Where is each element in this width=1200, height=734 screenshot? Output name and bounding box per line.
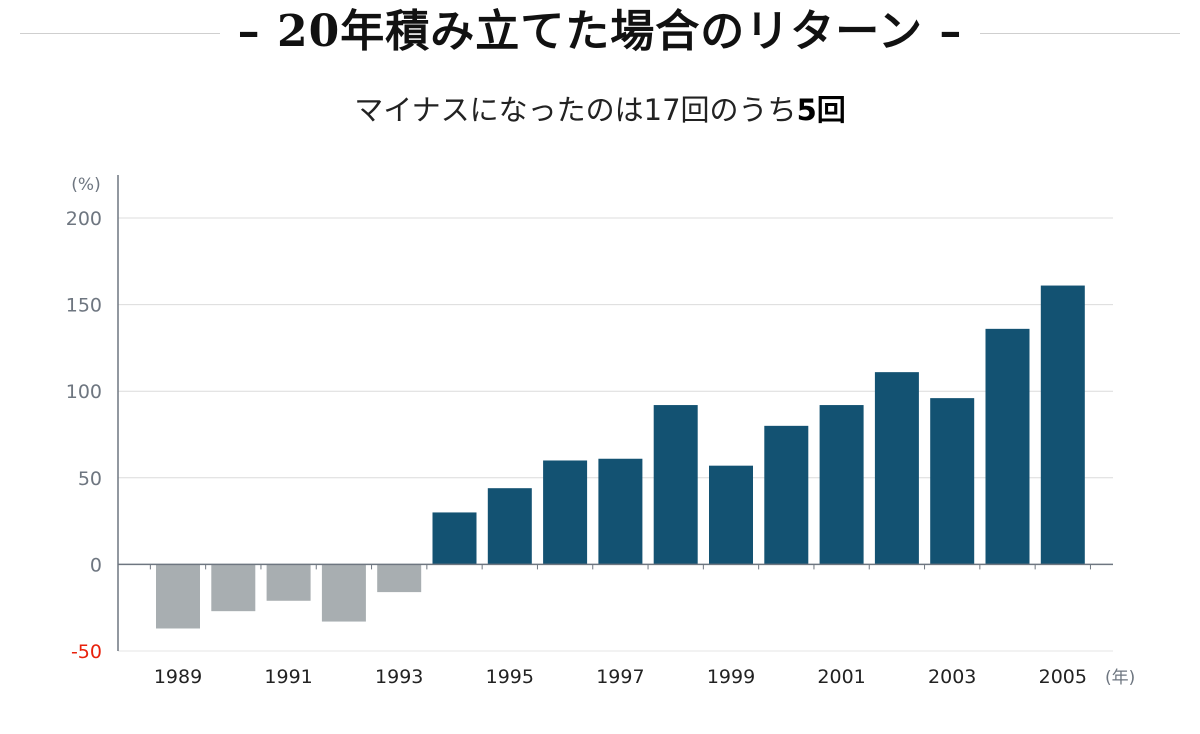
y-tick-label: -50 [71, 641, 102, 663]
subtitle-highlight: 5回 [796, 93, 846, 127]
bar-2005 [1040, 285, 1085, 565]
title-text: 20年積み立てた場合のリターン [276, 6, 924, 57]
subtitle-text: マイナスになったのは17回のうち [354, 93, 797, 127]
bar-2000 [764, 425, 809, 565]
y-tick-label: 0 [90, 554, 102, 576]
bar-1992 [321, 564, 366, 622]
bar-1994 [432, 512, 477, 565]
y-tick-label: 50 [78, 468, 102, 490]
bar-1996 [543, 460, 588, 565]
bar-1990 [211, 564, 256, 612]
bar-1989 [156, 564, 200, 629]
bar-1991 [266, 564, 311, 601]
x-tick-label: 1997 [596, 666, 644, 688]
x-tick-label: 1991 [264, 666, 312, 688]
y-unit-label: (%) [71, 175, 100, 195]
title-dash-left: – [237, 6, 261, 57]
x-tick-label: 1993 [375, 666, 423, 688]
bar-2003 [930, 398, 975, 565]
title-row: – 20年積み立てた場合のリターン – [0, 0, 1200, 70]
label-layer: -50 0 50 100 150 200 (%) 1989 1991 1993 1995 1997 19… [66, 175, 1136, 688]
chart-title: – 20年積み立てた場合のリターン – [219, 0, 981, 64]
y-tick-label: 150 [66, 295, 102, 317]
bar-1999 [709, 465, 753, 565]
x-tick-label: 2003 [928, 666, 976, 688]
bar-1997 [598, 458, 643, 565]
x-tick-label: 1995 [486, 666, 534, 688]
chart-subtitle: マイナスになったのは17回のうち5回 [0, 88, 1200, 132]
bar-2004 [985, 328, 1030, 565]
x-tick-label: 2001 [817, 666, 865, 688]
x-tick-label: 2005 [1039, 666, 1087, 688]
title-dash-right: – [939, 6, 963, 57]
bar-1995 [487, 488, 532, 565]
bar-2001 [819, 405, 864, 565]
bar-layer [156, 285, 1085, 629]
bar-2002 [874, 372, 919, 565]
x-tick-label: 1999 [707, 666, 755, 688]
y-tick-label: 100 [66, 381, 102, 403]
x-unit-label: (年) [1105, 668, 1135, 688]
bar-1998 [653, 405, 698, 565]
y-tick-label: 200 [66, 208, 102, 230]
x-tick-label: 1989 [154, 666, 202, 688]
bar-1993 [377, 564, 422, 593]
axis-layer [117, 175, 1113, 651]
